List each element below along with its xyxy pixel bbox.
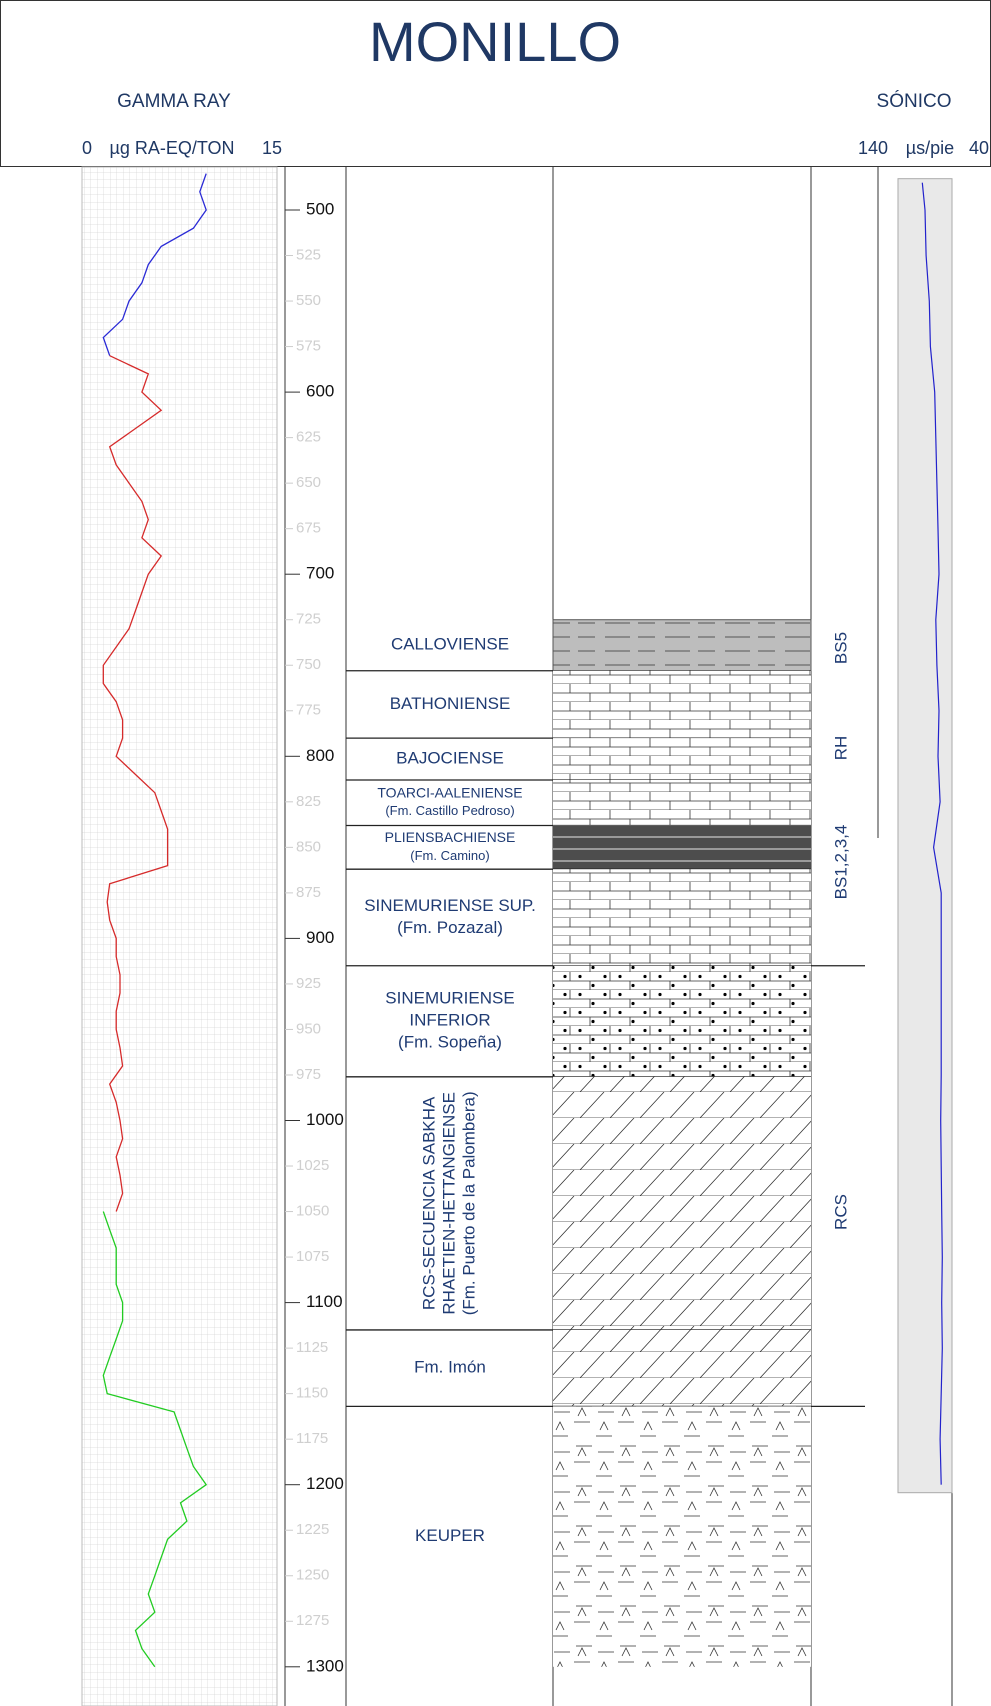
depth-minor-label: 1050	[296, 1203, 329, 1220]
gamma-min: 0	[82, 138, 92, 158]
depth-label: 700	[306, 564, 334, 583]
depth-minor-label: 975	[296, 1066, 321, 1083]
depth-minor-label: 925	[296, 975, 321, 992]
lithology	[553, 780, 811, 826]
lithology	[553, 738, 811, 780]
depth-minor-label: 825	[296, 793, 321, 810]
sequence-label: BS1,2,3,4	[831, 825, 850, 900]
lithology	[553, 966, 811, 1077]
formation-label: (Fm. Camino)	[410, 848, 489, 863]
well-log: MONILLO GAMMA RAY 0 µg RA-EQ/TON 15 SÓNI…	[0, 0, 991, 1706]
sonic-min: 140	[858, 138, 888, 158]
formation-label: SINEMURIENSE SUP.	[364, 896, 536, 915]
lithology	[553, 869, 811, 966]
lithology	[553, 825, 811, 869]
gamma-track	[82, 167, 277, 1706]
depth-minor-label: 575	[296, 338, 321, 355]
gamma-max: 15	[262, 138, 282, 158]
depth-label: 900	[306, 928, 334, 947]
depth-label: 500	[306, 199, 334, 218]
gamma-title: GAMMA RAY	[117, 91, 231, 112]
formation-label: BATHONIENSE	[390, 694, 511, 713]
title: MONILLO	[369, 10, 621, 73]
formation-label: BAJOCIENSE	[396, 749, 504, 768]
depth-minor-label: 1175	[296, 1430, 328, 1447]
lithology	[553, 620, 811, 671]
depth-minor-label: 650	[296, 474, 321, 491]
depth-label: 800	[306, 746, 334, 765]
formation-label: CALLOVIENSE	[391, 635, 509, 654]
formation-label: KEUPER	[415, 1526, 485, 1545]
lithology	[553, 1406, 811, 1666]
formation-label: (Fm. Sopeña)	[398, 1033, 502, 1052]
formation-label: (Fm. Puerto de la Palombera)	[459, 1091, 478, 1315]
formation-label: PLIENSBACHIENSE	[385, 829, 516, 845]
depth-minor-label: 850	[296, 838, 321, 855]
depth-label: 1000	[306, 1110, 344, 1129]
formation-label: RCS-SECUENCIA SABKHA	[419, 1096, 438, 1310]
sonic-title: SÓNICO	[877, 90, 952, 112]
depth-minor-label: 675	[296, 520, 321, 537]
sequence-label: RCS	[831, 1194, 850, 1230]
sequence-label: RH	[831, 736, 850, 761]
depth-minor-label: 1025	[296, 1157, 329, 1174]
depth-minor-label: 1225	[296, 1521, 329, 1538]
depth-minor-label: 625	[296, 429, 321, 446]
depth-label: 1200	[306, 1474, 344, 1493]
formation-label: INFERIOR	[409, 1011, 490, 1030]
gamma-unit: µg RA-EQ/TON	[109, 138, 234, 158]
sonic-unit: µs/pie	[906, 138, 954, 158]
depth-label: 1300	[306, 1656, 344, 1675]
depth-minor-label: 1150	[296, 1385, 328, 1402]
depth-minor-label: 875	[296, 884, 321, 901]
lithology	[553, 1077, 811, 1330]
formation-label: (Fm. Castillo Pedroso)	[385, 803, 514, 818]
formation-label: TOARCI-AALENIENSE	[377, 784, 522, 800]
lithology	[553, 671, 811, 738]
depth-minor-label: 775	[296, 702, 321, 719]
depth-minor-label: 750	[296, 656, 321, 673]
sonic-track	[898, 179, 952, 1493]
formation-label: RHAETIEN-HETTANGIENSE	[439, 1092, 458, 1315]
formation-label: SINEMURIENSE	[385, 989, 514, 1008]
depth-minor-label: 725	[296, 611, 321, 628]
depth-minor-label: 1075	[296, 1248, 329, 1265]
depth-label: 1100	[306, 1292, 343, 1311]
formation-label: (Fm. Pozazal)	[397, 918, 503, 937]
depth-minor-label: 950	[296, 1020, 321, 1037]
depth-minor-label: 1250	[296, 1567, 329, 1584]
depth-minor-label: 550	[296, 292, 321, 309]
depth-minor-label: 525	[296, 246, 321, 263]
depth-minor-label: 1125	[296, 1339, 328, 1356]
depth-label: 600	[306, 382, 334, 401]
depth-minor-label: 1275	[296, 1612, 329, 1629]
sonic-max: 40	[969, 138, 989, 158]
lithology	[553, 1330, 811, 1406]
formation-label: Fm. Imón	[414, 1358, 486, 1377]
sequence-label: BS5	[831, 632, 850, 664]
